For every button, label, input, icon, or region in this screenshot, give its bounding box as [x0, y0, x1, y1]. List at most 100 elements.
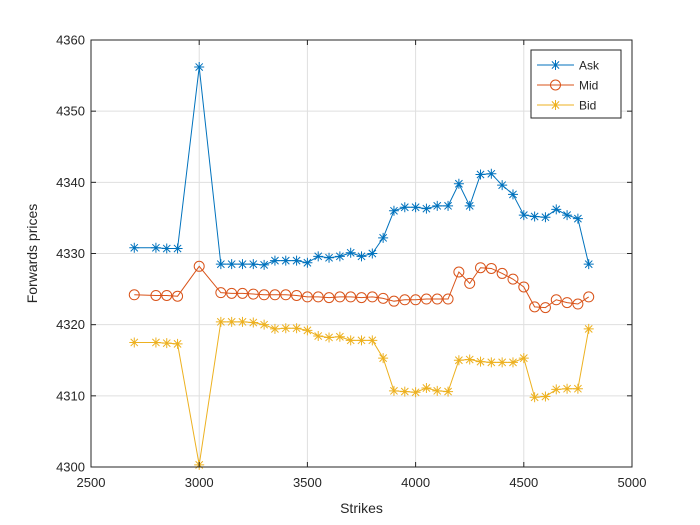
data-point-mid: [366, 291, 378, 303]
data-point-mid: [247, 288, 259, 300]
legend-marker-ask: [550, 60, 561, 70]
data-point-bid: [302, 325, 313, 336]
data-point-bid: [215, 316, 226, 327]
y-tick-label: 4360: [56, 33, 85, 48]
data-point-bid: [399, 386, 410, 397]
data-point-bid: [150, 337, 161, 348]
data-point-mid: [236, 287, 248, 299]
legend-label-mid: Mid: [579, 79, 598, 93]
data-point-ask: [172, 243, 183, 254]
data-point-mid: [356, 292, 367, 304]
data-point-ask: [150, 242, 161, 253]
data-point-bid: [507, 357, 518, 368]
data-point-mid: [464, 277, 476, 289]
data-point-ask: [259, 259, 270, 270]
data-point-ask: [237, 259, 248, 270]
data-point-bid: [464, 354, 475, 365]
data-point-ask: [302, 257, 313, 268]
data-point-mid: [150, 289, 162, 301]
data-point-mid: [172, 290, 184, 302]
x-tick-label: 2500: [77, 475, 106, 490]
data-point-mid: [312, 291, 324, 303]
data-point-ask: [313, 251, 324, 262]
data-point-ask: [464, 200, 475, 211]
data-point-mid: [561, 297, 573, 309]
data-point-ask: [497, 180, 508, 191]
data-point-ask: [551, 204, 562, 215]
data-point-ask: [248, 259, 259, 270]
legend-marker-mid: [550, 79, 561, 91]
data-point-bid: [475, 356, 486, 367]
data-point-mid: [583, 291, 595, 303]
data-point-ask: [378, 232, 389, 243]
data-point-bid: [237, 316, 248, 327]
tick-labels: 2500 3000 3500 4000 4500 5000 4300 4310 4320 4330…: [56, 33, 646, 491]
x-tick-label: 4500: [509, 475, 538, 490]
y-tick-label: 4300: [56, 460, 85, 475]
data-point-bid: [172, 338, 183, 349]
data-point-ask: [572, 213, 583, 224]
x-tick-label: 3000: [185, 475, 214, 490]
data-point-bid: [129, 337, 140, 348]
data-point-bid: [421, 383, 432, 394]
y-axis-label: Forwards prices: [24, 204, 40, 304]
data-point-mid: [161, 289, 173, 301]
legend-label-bid: Bid: [579, 99, 596, 113]
data-point-mid: [345, 291, 357, 303]
data-point-mid: [128, 289, 140, 301]
data-point-bid: [562, 383, 573, 394]
data-point-mid: [550, 294, 562, 306]
data-point-mid: [377, 292, 389, 304]
legend-marker-bid: [550, 100, 561, 110]
data-point-bid: [410, 387, 421, 398]
data-point-mid: [269, 289, 281, 301]
legend-item-bid: Bid: [537, 99, 596, 113]
data-point-mid: [215, 287, 227, 299]
series-layer: [128, 62, 595, 470]
data-point-bid: [518, 353, 529, 364]
data-point-mid: [301, 291, 313, 303]
legend-item-ask: Ask: [537, 59, 600, 73]
data-point-ask: [540, 212, 551, 223]
data-point-ask: [399, 202, 410, 213]
data-point-mid: [485, 262, 497, 274]
data-point-ask: [453, 178, 464, 189]
data-point-bid: [583, 323, 594, 334]
x-axis-label: Strikes: [340, 500, 383, 516]
data-point-mid: [572, 298, 584, 310]
y-tick-label: 4330: [56, 246, 85, 261]
data-point-ask: [367, 248, 378, 259]
data-point-bid: [269, 323, 280, 334]
data-point-mid: [507, 273, 519, 285]
data-point-mid: [334, 291, 346, 303]
data-point-bid: [551, 384, 562, 395]
data-point-bid: [345, 335, 356, 346]
data-point-ask: [388, 205, 399, 216]
data-point-bid: [453, 355, 464, 366]
data-point-ask: [129, 242, 140, 253]
data-point-bid: [529, 392, 540, 403]
data-point-mid: [453, 266, 465, 278]
series-mid: [128, 260, 595, 314]
data-point-mid: [258, 289, 270, 301]
data-point-ask: [291, 255, 302, 266]
data-point-bid: [161, 338, 172, 349]
series-bid: [129, 316, 594, 470]
data-point-ask: [356, 251, 367, 262]
y-tick-label: 4350: [56, 104, 85, 119]
data-point-bid: [486, 357, 497, 368]
data-point-mid: [518, 281, 530, 293]
data-point-ask: [507, 189, 518, 200]
y-tick-label: 4310: [56, 388, 85, 403]
data-point-bid: [497, 357, 508, 368]
data-point-ask: [486, 168, 497, 179]
data-point-ask: [529, 211, 540, 222]
data-point-mid: [388, 295, 400, 307]
y-tick-label: 4340: [56, 175, 85, 190]
x-tick-label: 3500: [293, 475, 322, 490]
data-point-mid: [323, 292, 335, 304]
data-point-bid: [540, 391, 551, 402]
data-point-mid: [399, 294, 411, 306]
data-point-bid: [443, 386, 454, 397]
